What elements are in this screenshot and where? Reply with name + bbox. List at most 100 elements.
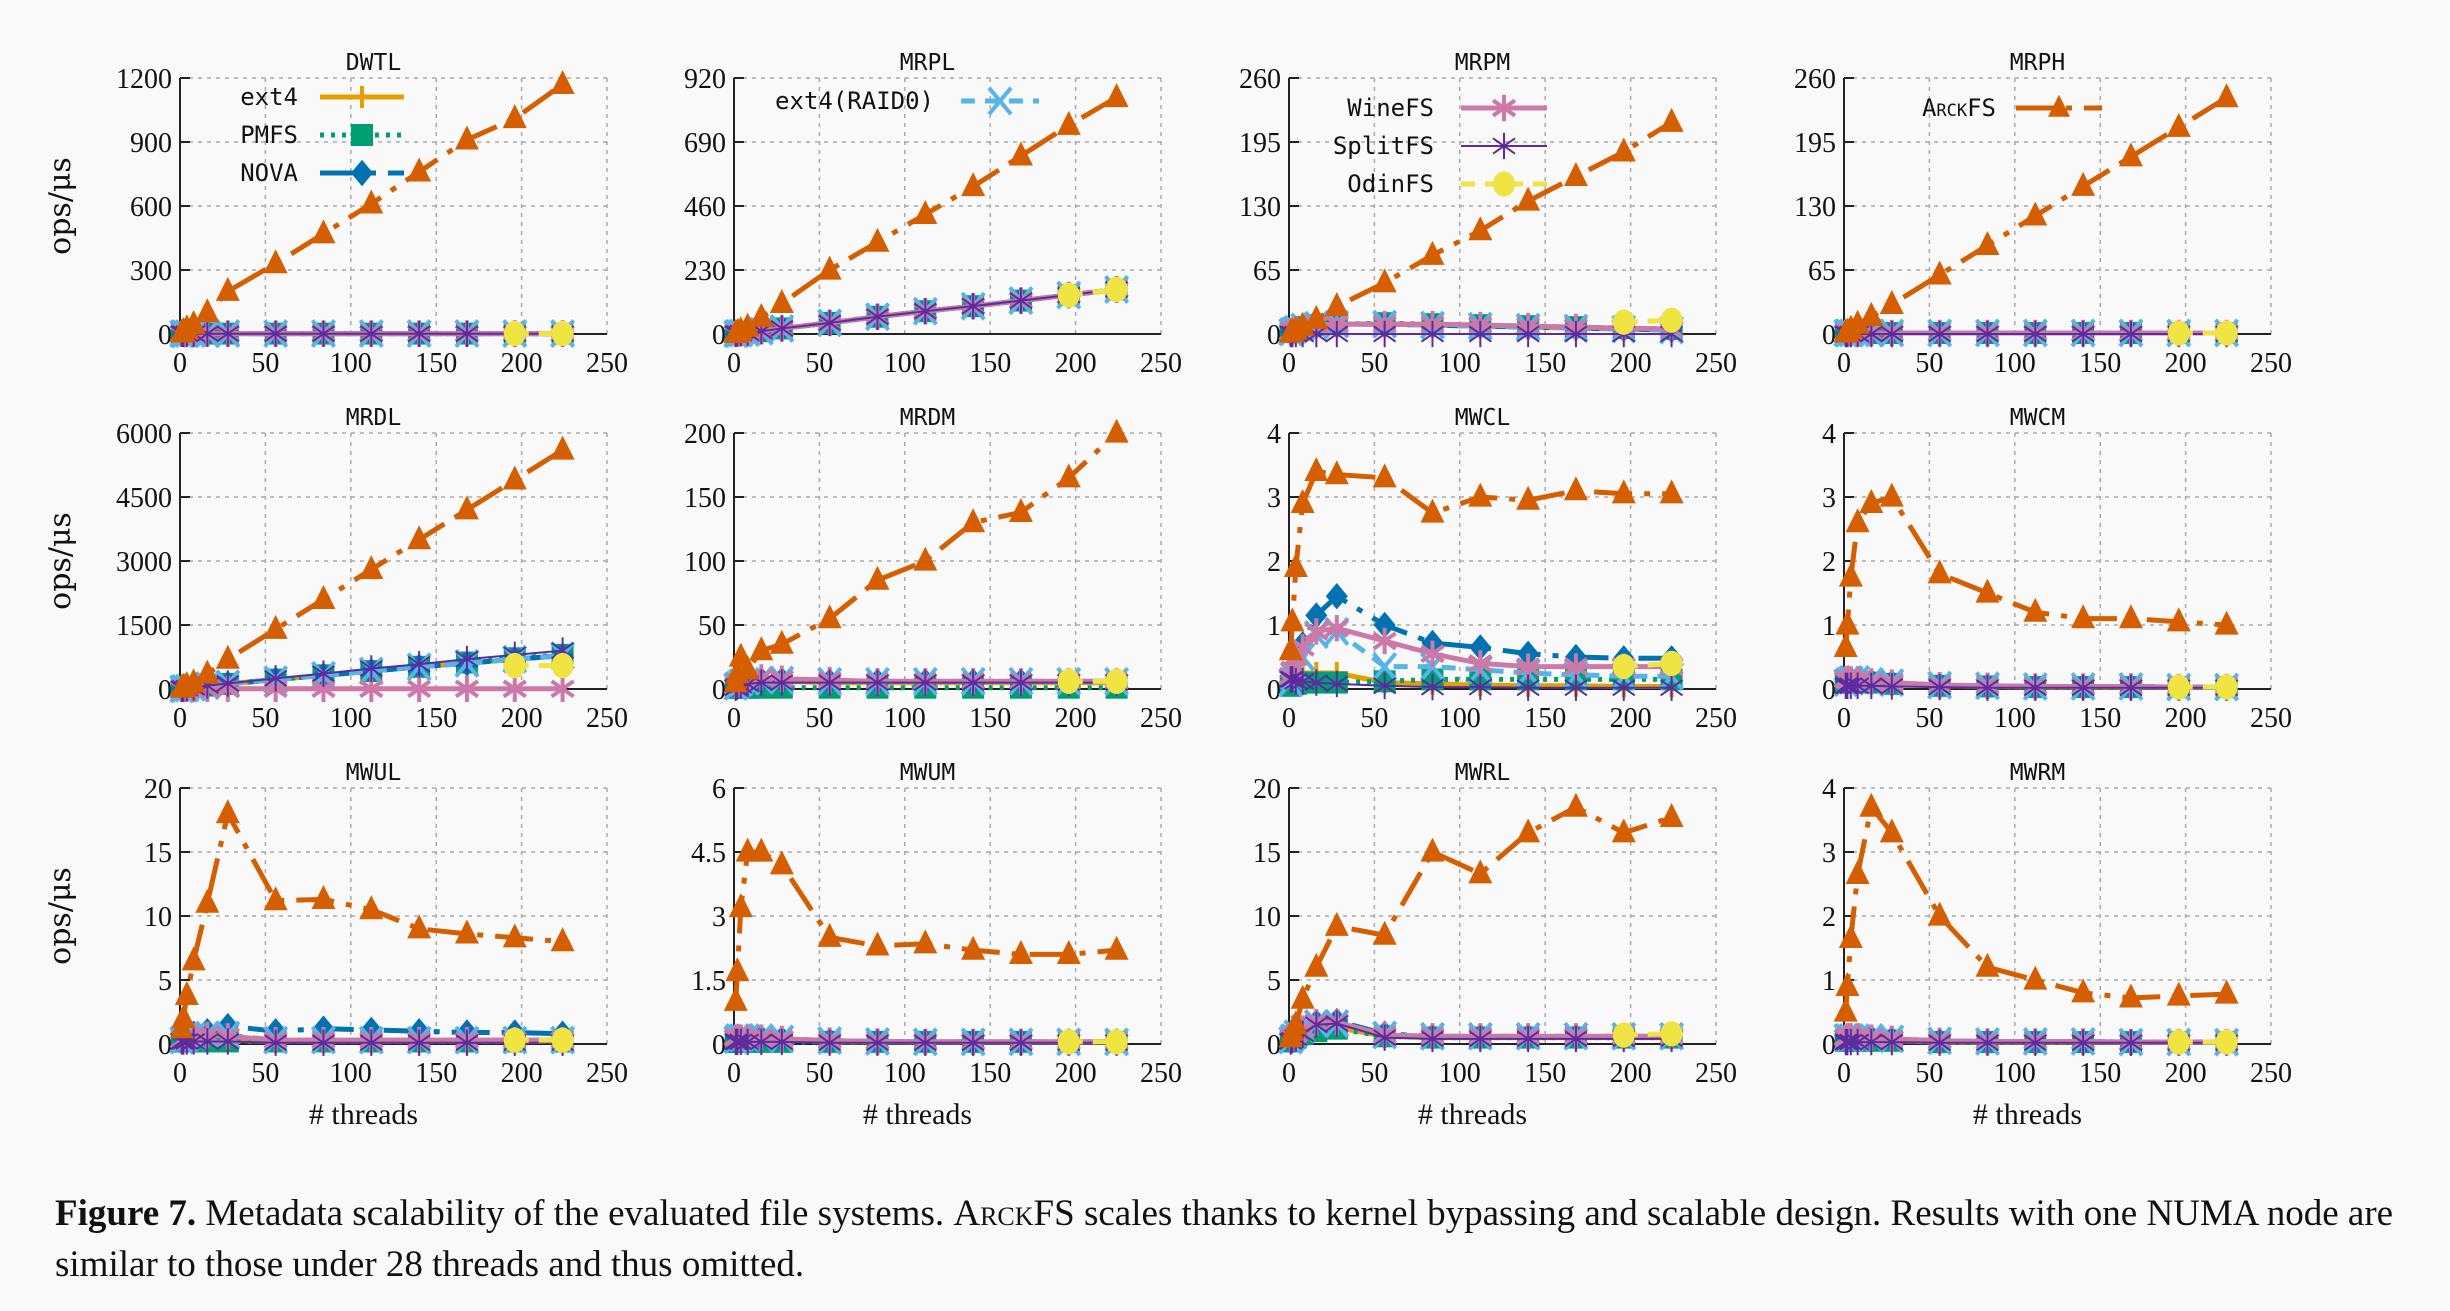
circle-marker bbox=[1660, 650, 1683, 677]
x-tick-label: 100 bbox=[1439, 348, 1481, 379]
triangle-marker bbox=[550, 70, 575, 94]
data-point bbox=[216, 1028, 240, 1055]
triangle-marker bbox=[263, 886, 288, 911]
panel-mrdl: 0 1500 3000 4500 6000 0 50 100 150 200 250 MRDL ops/… bbox=[43, 405, 628, 734]
triangle-marker bbox=[1927, 559, 1952, 584]
data-point bbox=[1927, 901, 1952, 926]
data-point bbox=[723, 986, 748, 1011]
series-odinfs bbox=[503, 652, 574, 679]
circle-marker bbox=[551, 1027, 574, 1053]
y-tick-label: 230 bbox=[684, 256, 726, 287]
triangle-marker bbox=[2166, 981, 2191, 1006]
data-point bbox=[1927, 260, 1952, 285]
panel-title: MRPM bbox=[1455, 50, 1510, 76]
star-marker-stroke bbox=[2119, 679, 2143, 697]
x-tick-label: 200 bbox=[1610, 1058, 1652, 1089]
star-marker-stroke bbox=[195, 325, 219, 343]
series-line bbox=[179, 806, 563, 1030]
triangle-marker bbox=[1659, 479, 1684, 504]
data-point bbox=[817, 255, 842, 280]
star-marker-stroke bbox=[1325, 325, 1349, 343]
x-axis-label: # threads bbox=[309, 1098, 418, 1131]
y-tick-label: 0 bbox=[1267, 1030, 1281, 1061]
triangle-marker bbox=[215, 276, 240, 301]
y-tick-label: 10 bbox=[1253, 902, 1281, 933]
triangle-marker bbox=[1611, 818, 1636, 843]
star-marker-stroke bbox=[770, 1033, 794, 1051]
data-point bbox=[1104, 935, 1129, 960]
circle-marker bbox=[1612, 309, 1635, 335]
x-tick-label: 200 bbox=[2165, 348, 2207, 379]
x-tick-label: 50 bbox=[251, 703, 279, 734]
y-tick-label: 4 bbox=[1267, 419, 1281, 450]
x-tick-label: 250 bbox=[2250, 1058, 2292, 1089]
legend-marker-sample bbox=[1493, 171, 1515, 197]
triangle-marker bbox=[2214, 979, 2239, 1004]
data-point bbox=[769, 850, 794, 875]
series-odinfs bbox=[1612, 307, 1683, 335]
triangle-marker bbox=[961, 172, 986, 197]
x-tick-label: 100 bbox=[884, 348, 926, 379]
x-tick-label: 50 bbox=[1915, 703, 1943, 734]
data-point bbox=[1304, 304, 1329, 329]
data-point bbox=[407, 914, 432, 939]
triangle-marker bbox=[359, 555, 384, 580]
y-tick-label: 3 bbox=[712, 902, 726, 933]
triangle-marker bbox=[1420, 498, 1445, 523]
x-tick-label: 200 bbox=[1055, 348, 1097, 379]
data-point bbox=[264, 320, 288, 347]
series-splitfs bbox=[1834, 1028, 2239, 1056]
data-point bbox=[1373, 320, 1397, 348]
star-marker-stroke bbox=[359, 325, 383, 343]
data-point bbox=[311, 1029, 336, 1056]
x-tick-label: 0 bbox=[1837, 1058, 1851, 1089]
y-tick-label: 65 bbox=[1253, 256, 1281, 287]
data-point bbox=[770, 669, 794, 696]
triangle-marker bbox=[1927, 901, 1952, 926]
triangle-marker bbox=[1290, 311, 1315, 336]
data-point bbox=[1056, 940, 1081, 964]
data-point bbox=[359, 655, 383, 682]
triangle-marker bbox=[1845, 508, 1870, 533]
y-tick-label: 195 bbox=[1794, 128, 1836, 159]
asterisk-marker-stroke bbox=[502, 679, 527, 699]
x-tick-label: 0 bbox=[727, 703, 741, 734]
triangle-marker bbox=[1468, 859, 1493, 884]
x-tick-label: 0 bbox=[727, 1058, 741, 1089]
star-marker-stroke bbox=[1009, 674, 1033, 692]
data-point bbox=[1324, 911, 1349, 936]
legend-marker-sample bbox=[351, 86, 373, 108]
circle-marker bbox=[2215, 320, 2238, 346]
panel-title: MWUL bbox=[346, 760, 401, 786]
panel-mwcm: 0 1 2 3 4 0 50 100 150 200 250 MWCM bbox=[1822, 405, 2292, 734]
x-tick-label: 150 bbox=[2079, 348, 2121, 379]
y-tick-label: 3 bbox=[1267, 483, 1281, 514]
diamond-marker bbox=[1305, 602, 1328, 629]
data-point bbox=[1612, 309, 1635, 335]
asterisk-marker-stroke bbox=[311, 679, 336, 699]
data-point bbox=[195, 888, 220, 913]
y-tick-label: 65 bbox=[1808, 256, 1836, 287]
x-axis-label: # threads bbox=[1418, 1098, 1527, 1131]
data-point bbox=[550, 70, 575, 94]
y-tick-label: 900 bbox=[130, 128, 172, 159]
data-point bbox=[1372, 652, 1398, 682]
data-point bbox=[1008, 497, 1033, 522]
star-marker-stroke bbox=[455, 325, 479, 343]
triangle-marker bbox=[735, 312, 760, 337]
data-point bbox=[818, 669, 842, 696]
data-point bbox=[1835, 672, 1859, 699]
data-point bbox=[1845, 309, 1870, 334]
data-point bbox=[913, 929, 938, 954]
data-point bbox=[913, 546, 938, 571]
data-point bbox=[1324, 460, 1349, 485]
data-point bbox=[311, 884, 336, 909]
star-marker-stroke bbox=[1859, 677, 1883, 695]
star-marker-stroke bbox=[1009, 292, 1033, 310]
triangle-marker bbox=[1879, 482, 1904, 507]
data-point bbox=[1373, 1024, 1397, 1051]
star-marker-stroke bbox=[1468, 1030, 1492, 1048]
data-point bbox=[1305, 602, 1328, 629]
triangle-marker bbox=[263, 249, 288, 274]
data-point bbox=[1304, 618, 1329, 645]
